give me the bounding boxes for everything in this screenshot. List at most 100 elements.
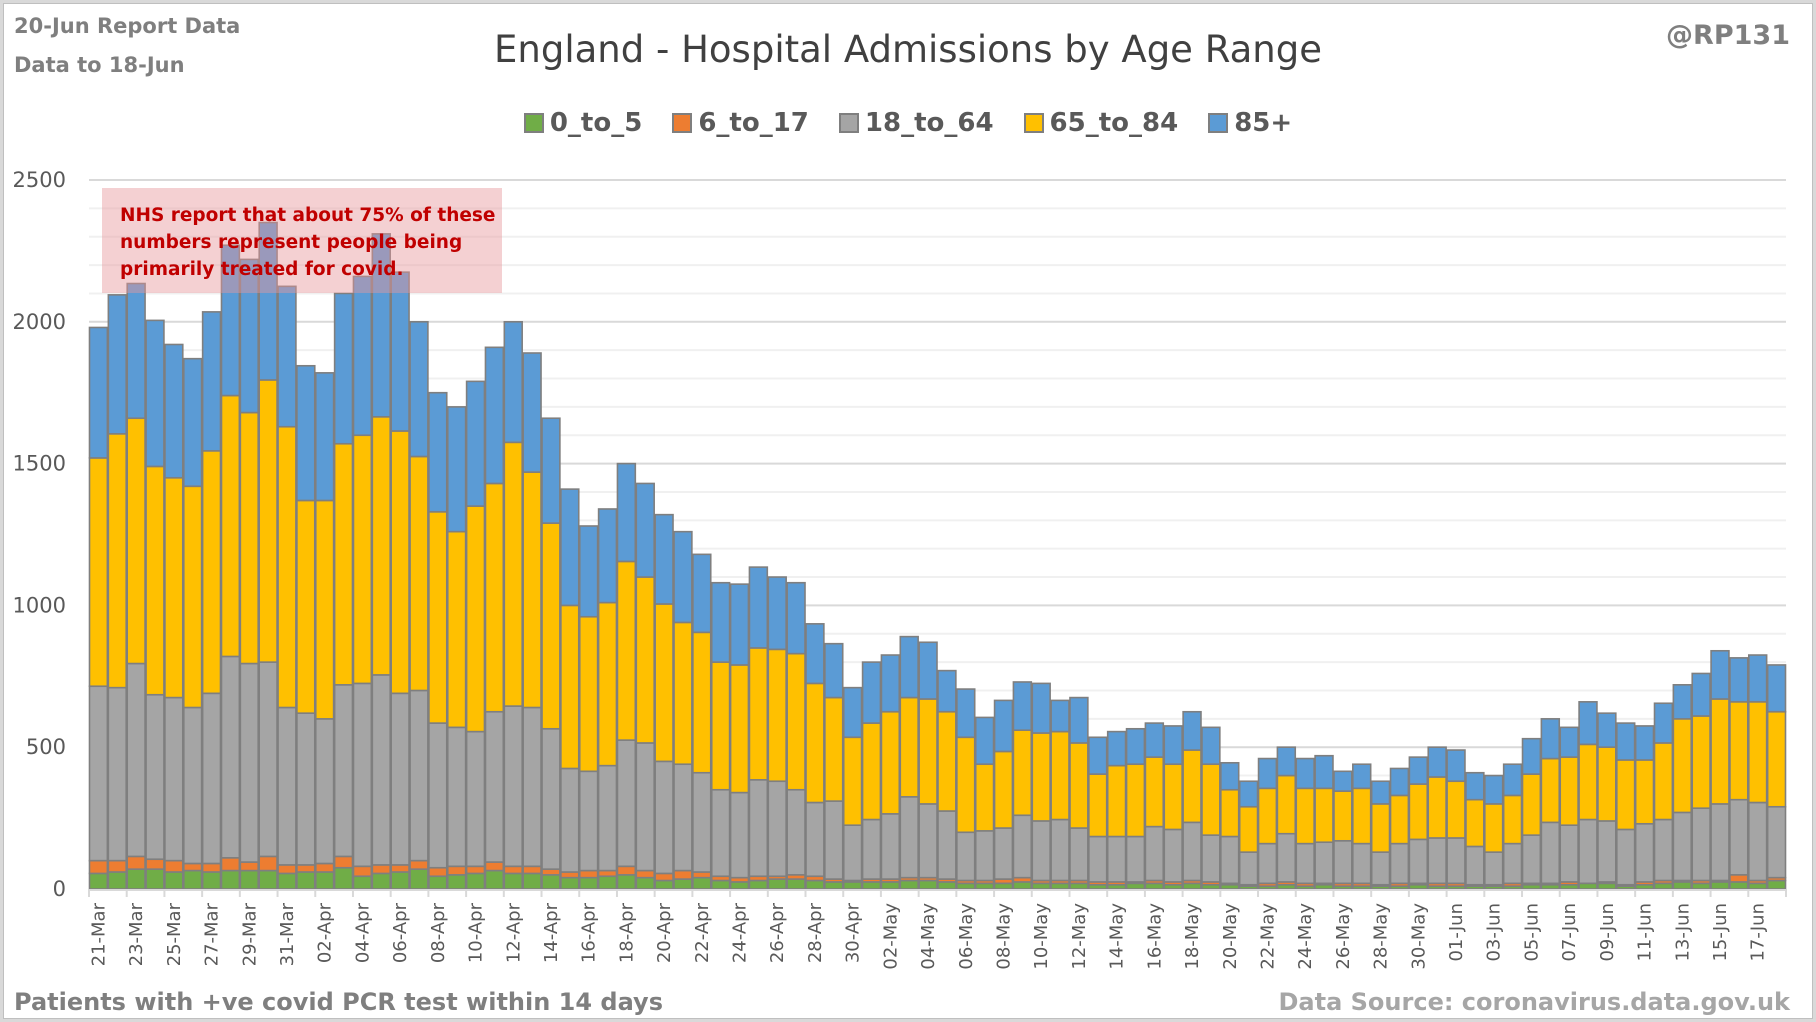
bar-segment-18_to_64	[616, 739, 637, 868]
bar-segment-0_to_5	[107, 871, 128, 890]
bar-segment-85+	[1333, 770, 1353, 792]
bar-segment-18_to_64	[145, 693, 165, 861]
bar-segment-65_to_84	[465, 505, 486, 733]
bar-segment-65_to_84	[710, 661, 731, 791]
x-tick-label: 22-May	[1257, 903, 1278, 970]
bar-segment-18_to_64	[1710, 803, 1730, 882]
x-tick-label: 10-May	[1031, 903, 1052, 970]
bar-segment-0_to_5	[258, 869, 278, 890]
bar-segment-18_to_64	[1484, 851, 1504, 886]
bar-segment-65_to_84	[1766, 710, 1787, 808]
bar-segment-65_to_84	[899, 696, 919, 798]
y-tick-label: 0	[53, 877, 66, 901]
x-tick-label: 23-Mar	[126, 902, 147, 966]
bar-segment-65_to_84	[1257, 787, 1278, 845]
bar-segment-65_to_84	[88, 457, 109, 688]
bar-segment-85+	[1484, 774, 1504, 805]
legend-swatch	[672, 113, 693, 133]
bar-segment-18_to_64	[465, 730, 486, 868]
bar-segment-85+	[880, 654, 901, 713]
bar-segment-65_to_84	[918, 698, 938, 805]
bar-segment-18_to_64	[258, 661, 278, 858]
bar-segment-18_to_64	[899, 796, 919, 879]
bar-segment-65_to_84	[1691, 715, 1711, 809]
bar-segment-85+	[126, 282, 146, 420]
bar-segment-65_to_84	[333, 442, 354, 686]
x-tick-label: 27-Mar	[202, 902, 223, 966]
bar-segment-65_to_84	[390, 430, 410, 695]
bar-segment-6_to_17	[541, 868, 561, 876]
bar-segment-65_to_84	[258, 379, 278, 663]
bar-segment-65_to_84	[1352, 787, 1372, 845]
bar-segment-85+	[1766, 664, 1787, 713]
legend: 0_to_5 6_to_17 18_to_64 65_to_84 85+	[0, 108, 1816, 138]
bar-segment-6_to_17	[673, 869, 693, 880]
bar-segment-18_to_64	[239, 662, 260, 863]
bar-segment-6_to_17	[107, 859, 128, 873]
bar-segment-85+	[371, 233, 391, 418]
bar-segment-85+	[277, 285, 297, 428]
bar-segment-85+	[1182, 710, 1202, 751]
data-source: Data Source: coronavirus.data.gov.uk	[1278, 988, 1791, 1016]
bar-segment-0_to_5	[1597, 882, 1617, 890]
bar-segment-0_to_5	[1069, 882, 1089, 890]
x-tick-label: 09-Jun	[1597, 903, 1618, 962]
bar-segment-85+	[465, 380, 486, 507]
bar-segment-65_to_84	[861, 722, 882, 821]
bar-segment-85+	[1031, 682, 1051, 734]
x-tick-label: 20-May	[1220, 903, 1241, 970]
bar-segment-65_to_84	[748, 647, 769, 781]
bar-segment-85+	[786, 581, 806, 655]
bar-segment-65_to_84	[1672, 718, 1693, 814]
bar-segment-85+	[578, 525, 599, 618]
bar-segment-0_to_5	[1125, 882, 1146, 890]
legend-item: 85+	[1208, 108, 1292, 138]
bar-segment-85+	[1106, 730, 1127, 767]
bar-segment-0_to_5	[597, 875, 618, 890]
bar-segment-65_to_84	[1069, 742, 1089, 829]
bar-segment-0_to_5	[993, 882, 1014, 890]
x-tick-label: 25-Mar	[164, 902, 185, 966]
x-tick-label: 26-May	[1333, 903, 1354, 970]
x-tick-label: 07-Jun	[1559, 903, 1580, 962]
x-tick-label: 02-Apr	[315, 902, 336, 963]
bar-segment-85+	[974, 716, 995, 766]
bar-segment-85+	[1465, 771, 1485, 801]
bar-segment-85+	[1408, 756, 1429, 785]
bar-segment-6_to_17	[258, 855, 278, 872]
bar-segment-18_to_64	[1031, 820, 1051, 882]
bar-segment-0_to_5	[428, 875, 448, 890]
bar-segment-6_to_17	[428, 866, 448, 878]
bar-segment-18_to_64	[88, 685, 109, 862]
bar-segment-18_to_64	[1106, 835, 1127, 883]
x-tick-label: 06-May	[956, 903, 977, 970]
bar-segment-0_to_5	[314, 871, 335, 890]
bar-segment-0_to_5	[465, 872, 486, 890]
bar-segment-0_to_5	[220, 869, 241, 890]
bar-segment-65_to_84	[767, 648, 787, 783]
bar-segment-65_to_84	[673, 621, 693, 766]
bar-segment-0_to_5	[767, 878, 787, 890]
bar-segment-18_to_64	[1578, 818, 1598, 885]
x-tick-label: 18-Apr	[616, 902, 637, 963]
bar-segment-65_to_84	[1333, 790, 1353, 842]
bar-segment-85+	[1559, 726, 1579, 758]
bar-segment-18_to_64	[635, 742, 655, 872]
legend-item: 18_to_64	[838, 108, 994, 138]
bar-segment-65_to_84	[1408, 783, 1429, 841]
bar-segment-18_to_64	[522, 706, 542, 868]
bar-segment-85+	[899, 635, 919, 699]
bar-segment-6_to_17	[654, 872, 674, 882]
bar-segment-0_to_5	[1729, 881, 1749, 890]
bar-segment-85+	[710, 581, 731, 663]
bar-segment-85+	[484, 346, 505, 485]
bar-segment-18_to_64	[1276, 832, 1297, 883]
x-tick-label: 16-Apr	[579, 902, 600, 963]
bar-segment-6_to_17	[182, 862, 203, 872]
bar-segment-85+	[446, 406, 467, 533]
bar-segment-65_to_84	[182, 485, 203, 709]
bar-segment-85+	[1144, 722, 1165, 758]
bar-segment-0_to_5	[578, 876, 599, 890]
bar-segment-18_to_64	[1408, 838, 1429, 885]
